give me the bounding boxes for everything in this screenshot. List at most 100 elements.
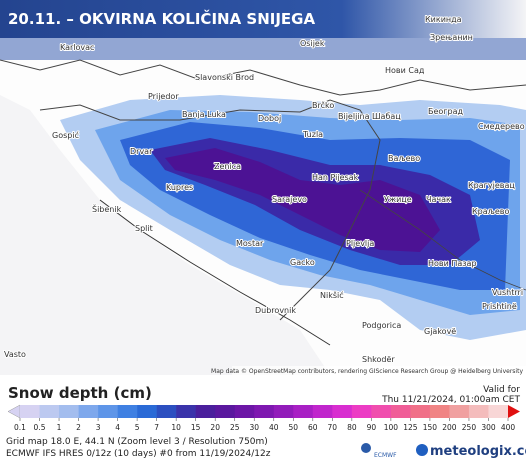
city: Gacko: [290, 258, 315, 267]
colorbar-label: 15: [191, 423, 201, 432]
colorbar-label: 4: [115, 423, 120, 432]
meteologix-text: meteologix.com: [430, 444, 526, 459]
colorbar-segment: [449, 405, 470, 418]
title-bar: [0, 0, 526, 38]
colorbar-label: 250: [462, 423, 477, 432]
city: Краљево: [472, 207, 510, 216]
city: Чачак: [426, 195, 451, 204]
city: Gjakovë: [424, 327, 456, 336]
city: Gospić: [52, 130, 79, 140]
city: Шабац: [372, 112, 401, 121]
colorbar-segment: [98, 405, 118, 418]
colorbar-label: 0.5: [34, 423, 46, 432]
colorbar-segment: [254, 405, 275, 418]
title: 20.11. – OKVIRNA KOLIČINA SNIJEGA: [8, 9, 315, 28]
city: Prishtinë: [482, 302, 517, 311]
city: Mostar: [236, 239, 264, 248]
colorbar-segment: [156, 405, 177, 418]
valid-label: Valid for: [483, 385, 520, 395]
colorbar-segment: [39, 405, 60, 418]
colorbar-label: 2: [76, 423, 81, 432]
colorbar-segment: [488, 405, 509, 418]
city: Vushtrri: [492, 288, 523, 297]
colorbar-segment: [410, 405, 431, 418]
colorbar-label: 20: [210, 423, 220, 432]
colorbar-label: 0.1: [14, 423, 26, 432]
colorbar-arrow-low: [7, 404, 21, 419]
colorbar-segment: [429, 405, 450, 418]
colorbar-segment: [273, 405, 294, 418]
colorbar-label: 1: [57, 423, 62, 432]
colorbar-label: 50: [289, 423, 299, 432]
colorbar-label: 5: [135, 423, 140, 432]
colorbar-label: 3: [96, 423, 101, 432]
city: Vasto: [4, 350, 26, 359]
colorbar-label: 7: [154, 423, 159, 432]
city: Кикинда: [425, 15, 462, 24]
colorbar-segment: [390, 405, 411, 418]
colorbar-segment: [332, 405, 353, 418]
colorbar-segment: [215, 405, 236, 418]
city: Крагујевац: [468, 181, 515, 190]
footer-model: ECMWF IFS HRES 0/12z (10 days) #0 from 1…: [6, 449, 271, 459]
colorbar-label: 80: [347, 423, 357, 432]
colorbar-label: 125: [403, 423, 418, 432]
city: Brčko: [312, 100, 334, 110]
colorbar-label: 10: [171, 423, 181, 432]
colorbar-label: 100: [384, 423, 399, 432]
attribution: Map data © OpenStreetMap contributors, r…: [211, 368, 523, 375]
colorbar-segment: [20, 405, 40, 418]
city-labels: Кикинда Зрењанин Karlovac Osijek Slavons…: [3, 14, 526, 365]
city: Dubrovnik: [255, 306, 296, 315]
city: Tuzla: [302, 130, 323, 139]
city: Нови Сад: [385, 66, 425, 75]
footer-grid: Grid map 18.0 E, 44.1 N (Zoom level 3 / …: [6, 437, 268, 447]
colorbar-label: 90: [367, 423, 377, 432]
city: Zenica: [214, 162, 241, 171]
colorbar-segment: [59, 405, 79, 418]
colorbar-segment: [176, 405, 196, 418]
city: Podgorica: [362, 321, 401, 330]
city: Osijek: [300, 39, 325, 48]
city: Bijeljina: [338, 112, 370, 121]
city: Nikšić: [320, 290, 344, 300]
city: Ужице: [384, 195, 412, 204]
valid-time: Thu 11/21/2024, 01:00am CET: [381, 395, 520, 405]
colorbar-label: 40: [269, 423, 279, 432]
colorbar-label: 200: [442, 423, 457, 432]
ecmwf-logo: [361, 443, 371, 453]
city: Shkodër: [362, 355, 395, 364]
city: Нови Пазар: [428, 259, 477, 268]
city: Doboj: [258, 114, 281, 123]
city: Han Pijesak: [312, 173, 359, 182]
colorbar-segment: [468, 405, 489, 418]
city: Pljevlja: [346, 239, 374, 248]
colorbar-segment: [195, 405, 216, 418]
colorbar-label: 25: [230, 423, 240, 432]
colorbar-segment: [351, 405, 372, 418]
city: Slavonski Brod: [195, 73, 254, 82]
city: Drvar: [130, 147, 153, 156]
city: Београд: [428, 107, 463, 116]
city: Karlovac: [60, 43, 94, 52]
city: Kupres: [166, 183, 193, 192]
ecmwf-text: ECMWF: [374, 452, 397, 459]
city: Ваљево: [388, 154, 420, 163]
map: [0, 0, 526, 375]
colorbar-segment: [137, 405, 157, 418]
colorbar-arrow-high: [508, 405, 520, 418]
city: Sarajevo: [272, 195, 307, 204]
colorbar-segment: [234, 405, 255, 418]
colorbar-label: 30: [249, 423, 259, 432]
colorbar-segment: [312, 405, 333, 418]
colorbar-segment: [371, 405, 392, 418]
city: Banja Luka: [182, 110, 226, 119]
colorbar-label: 300: [481, 423, 496, 432]
colorbar-label: 150: [423, 423, 438, 432]
colorbar-label: 400: [501, 423, 516, 432]
colorbar-segment: [293, 405, 314, 418]
city: Šibenik: [92, 203, 122, 214]
legend-title: Snow depth (cm): [8, 384, 152, 402]
colorbar-label: 70: [328, 423, 338, 432]
